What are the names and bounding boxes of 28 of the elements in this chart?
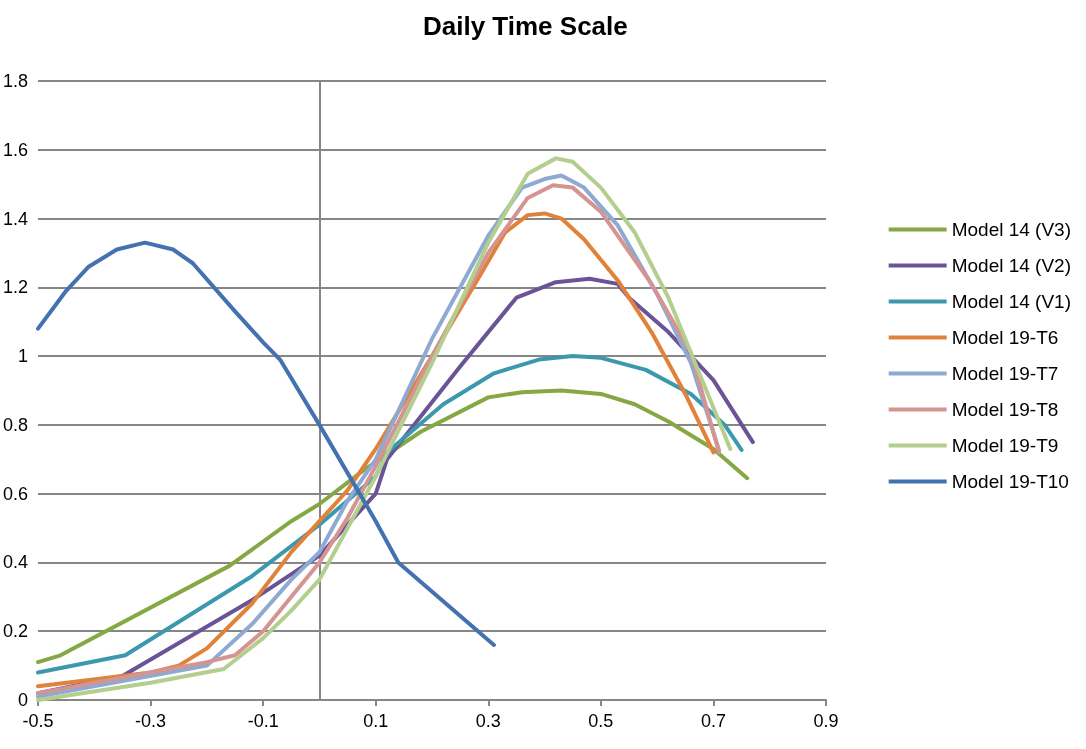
y-tick-label: 0.8 xyxy=(2,414,29,435)
legend-label: Model 19-T8 xyxy=(951,399,1059,420)
x-tick-label: 0.5 xyxy=(588,711,614,731)
legend-label: Model 14 (V1) xyxy=(951,291,1072,312)
x-tick-label: 0.7 xyxy=(700,711,726,731)
x-tick-label: -0.3 xyxy=(135,711,167,731)
y-tick-label: 0.2 xyxy=(2,621,29,642)
x-tick-label: 0.3 xyxy=(475,711,501,731)
line-series xyxy=(36,240,496,647)
x-tick-label: 0.9 xyxy=(813,711,839,731)
y-tick-label: 1.6 xyxy=(2,139,29,160)
legend-label: Model 19-T7 xyxy=(951,363,1059,384)
x-tick-label: -0.5 xyxy=(22,711,54,731)
y-tick-label: 0 xyxy=(18,690,29,710)
y-tick-label: 0.4 xyxy=(2,552,29,573)
y-tick-label: 1 xyxy=(18,346,29,367)
legend-label: Model 14 (V3) xyxy=(951,219,1072,240)
legend-label: Model 19-T10 xyxy=(951,471,1069,492)
x-tick-label: -0.1 xyxy=(247,711,279,731)
y-tick-label: 0.6 xyxy=(2,483,29,504)
y-tick-label: 1.2 xyxy=(2,277,29,298)
legend-label: Model 19-T9 xyxy=(951,435,1059,456)
legend-label: Model 19-T6 xyxy=(951,327,1059,348)
chart-title: Daily Time Scale xyxy=(423,11,628,41)
y-tick-label: 1.8 xyxy=(2,71,29,91)
y-tick-label: 1.4 xyxy=(2,208,29,229)
legend-label: Model 14 (V2) xyxy=(951,255,1072,276)
x-tick-label: 0.1 xyxy=(363,711,389,731)
